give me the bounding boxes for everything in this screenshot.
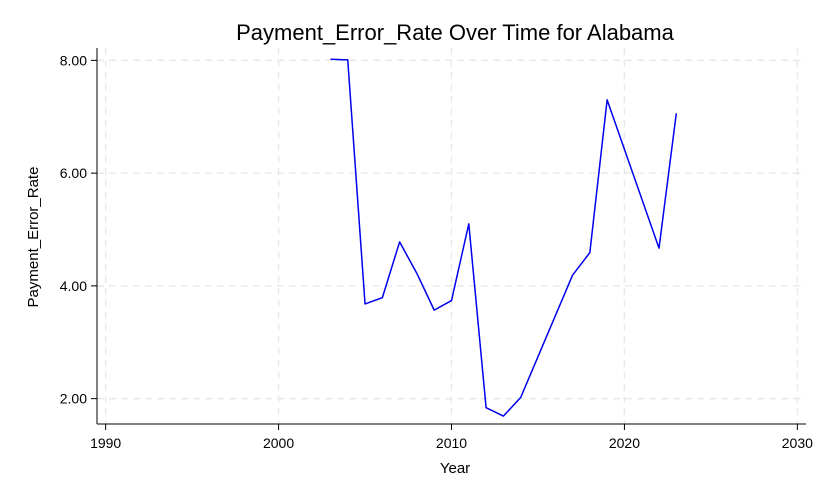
y-tick-label: 6.00: [60, 165, 87, 181]
x-tick-label: 2000: [263, 435, 294, 451]
series-line: [330, 58, 678, 417]
y-tick-label: 8.00: [60, 52, 87, 68]
x-tick-label: 2030: [782, 435, 813, 451]
x-tick-label: 1990: [90, 435, 121, 451]
series-layer: [330, 58, 678, 417]
chart-title: Payment_Error_Rate Over Time for Alabama: [236, 20, 674, 45]
x-tick-label: 2020: [609, 435, 640, 451]
y-axis-title: Payment_Error_Rate: [25, 167, 42, 308]
x-axis-title: Year: [440, 460, 470, 477]
grid-layer: [97, 48, 806, 424]
y-tick-label: 4.00: [60, 278, 87, 294]
x-tick-label: 2010: [436, 435, 467, 451]
axes-layer: 1990 2000 2010 2020 2030 2.00 4.00 6.00 8.00: [60, 48, 813, 451]
y-tick-label: 2.00: [60, 391, 87, 407]
